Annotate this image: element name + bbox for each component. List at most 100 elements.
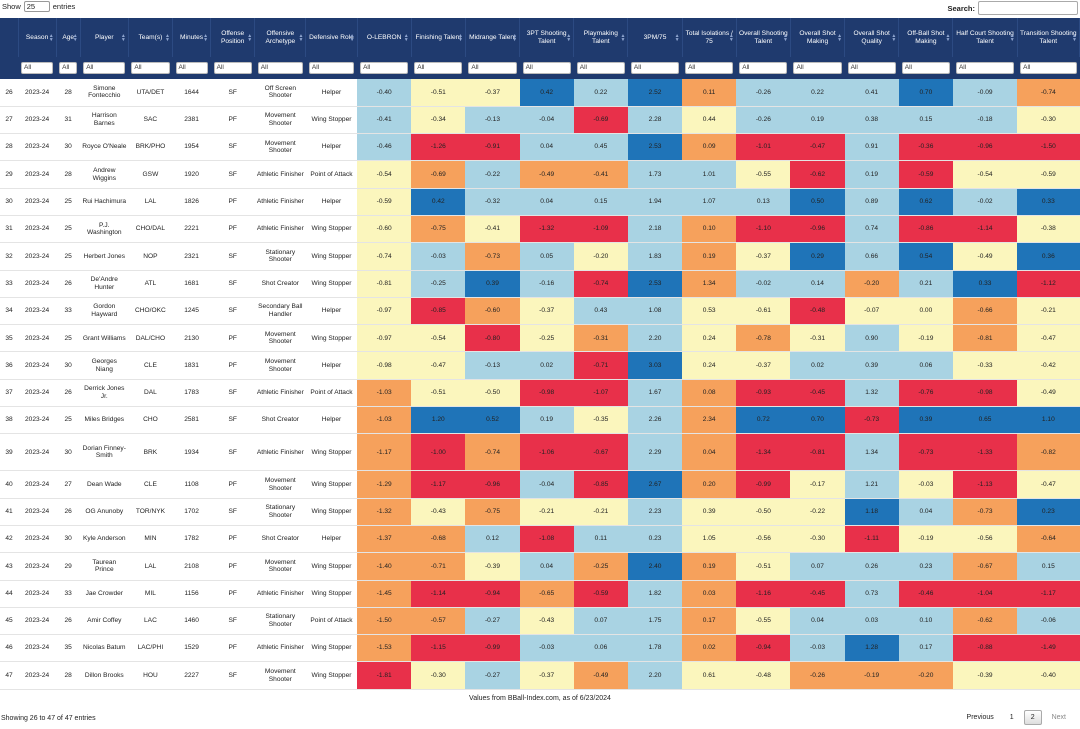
page-2-button[interactable]: 2 xyxy=(1023,710,1042,725)
table-row[interactable]: 26 2023-24 28 Simone Fontecchio UTA/DET 1644 S… xyxy=(0,79,1080,107)
column-header-overall-shot-quality[interactable]: Overall Shot Quality ▲ ▼ xyxy=(844,18,900,57)
cell-stat-total-isolations-75: 0.17 xyxy=(682,607,737,636)
cell-stat-midrange-talent: -0.13 xyxy=(465,106,520,135)
table-row[interactable]: 46 2023-24 35 Nicolas Batum LAC/PHI 1529 PF Ath… xyxy=(0,634,1080,663)
table-row[interactable]: 37 2023-24 26 Derrick Jones Jr. DAL 1783 SF Ath… xyxy=(0,379,1080,408)
table-row[interactable]: 34 2023-24 33 Gordon Hayward CHO/OKC 1245 SF Se… xyxy=(0,297,1080,326)
table-row[interactable]: 42 2023-24 30 Kyle Anderson MIN 1782 PF Shot Cr… xyxy=(0,525,1080,554)
cell-season: 2023-24 xyxy=(18,79,57,107)
table-row[interactable]: 28 2023-24 30 Royce O'Neale BRK/PHO 1954 SF Mov… xyxy=(0,133,1080,162)
column-header-season[interactable]: Season ▲ ▼ xyxy=(18,18,57,57)
cell-pos: SF xyxy=(210,270,255,298)
column-header-transition-shooting-talent[interactable]: Transition Shooting Talent ▲ ▼ xyxy=(1017,18,1080,57)
filter-select-overall-shot-making[interactable]: All xyxy=(793,62,842,74)
cell-stat-transition-shooting-talent: -0.49 xyxy=(1017,379,1080,408)
page-1-button[interactable]: 1 xyxy=(1009,714,1014,721)
cell-stat-finishing-talent: 0.42 xyxy=(411,188,466,216)
cell-stat-overall-shooting-talent: 0.13 xyxy=(736,188,791,216)
cell-stat-playmaking-talent: -0.21 xyxy=(573,498,628,526)
cell-stat-playmaking-talent: -0.71 xyxy=(573,351,628,380)
next-button[interactable]: Next xyxy=(1051,714,1066,721)
column-header-playmaking-talent[interactable]: Playmaking Talent ▲ ▼ xyxy=(573,18,629,57)
cell-age: 26 xyxy=(56,379,81,408)
cell-stat-overall-shot-making: -0.22 xyxy=(790,498,845,526)
filter-select-overall-shot-quality[interactable]: All xyxy=(847,62,896,74)
filter-select-playmaking-talent[interactable]: All xyxy=(576,62,625,74)
cell-idx: 26 xyxy=(0,79,19,107)
table-row[interactable]: 35 2023-24 25 Grant Williams DAL/CHO 2130 PF Mo… xyxy=(0,324,1080,353)
table-row[interactable]: 39 2023-24 30 Dorian Finney-Smith BRK 1934 SF A… xyxy=(0,433,1080,472)
column-header-offensive-archetype[interactable]: Offensive Archetype ▲ ▼ xyxy=(254,18,307,57)
cell-idx: 40 xyxy=(0,470,19,499)
table-row[interactable]: 40 2023-24 27 Dean Wade CLE 1108 PF Movement Sh… xyxy=(0,470,1080,499)
column-header-player[interactable]: Player ▲ ▼ xyxy=(80,18,129,57)
cell-stat-3pt-shooting-talent: 0.42 xyxy=(519,79,574,107)
entries-label: entries xyxy=(52,2,76,11)
cell-season: 2023-24 xyxy=(18,379,57,408)
filter-select-player[interactable]: All xyxy=(83,62,126,74)
column-header-minutes[interactable]: Minutes ▲ ▼ xyxy=(172,18,212,57)
filter-select-age[interactable]: All xyxy=(59,62,78,74)
column-header-total-isolations-75[interactable]: Total Isolations / 75 ▲ ▼ xyxy=(682,18,737,57)
filter-select-3pm-75[interactable]: All xyxy=(630,62,680,74)
filter-select-half-court-shooting-talent[interactable]: All xyxy=(955,62,1015,74)
filter-select-midrange-talent[interactable]: All xyxy=(468,62,517,74)
filter-select-off-ball-shot-making[interactable]: All xyxy=(901,62,950,74)
cell-stat-overall-shot-making: -0.45 xyxy=(790,580,845,608)
cell-stat-overall-shooting-talent: -0.37 xyxy=(736,242,791,271)
column-header-half-court-shooting-talent[interactable]: Half Court Shooting Talent ▲ ▼ xyxy=(952,18,1018,57)
column-header-3pm-75[interactable]: 3PM/75 ▲ ▼ xyxy=(627,18,683,57)
search-input[interactable] xyxy=(978,1,1078,15)
cell-stat-3pm-75: 2.18 xyxy=(627,215,683,244)
cell-pos: PF xyxy=(210,470,255,499)
cell-stat-total-isolations-75: 0.04 xyxy=(682,433,737,472)
table-row[interactable]: 33 2023-24 26 De'Andre Hunter ATL 1681 SF Shot … xyxy=(0,270,1080,298)
cell-role: Helper xyxy=(305,133,358,162)
table-row[interactable]: 41 2023-24 26 OG Anunoby TOR/NYK 1702 SF Statio… xyxy=(0,498,1080,526)
previous-button[interactable]: Previous xyxy=(966,714,994,721)
table-row[interactable]: 47 2023-24 28 Dillon Brooks HOU 2227 SF Movemen… xyxy=(0,661,1080,690)
table-row[interactable]: 27 2023-24 31 Harrison Barnes SAC 2381 PF Movem… xyxy=(0,106,1080,135)
table-row[interactable]: 43 2023-24 29 Taurean Prince LAL 2108 PF Moveme… xyxy=(0,552,1080,581)
cell-pos: SF xyxy=(210,433,255,472)
filter-select-minutes[interactable]: All xyxy=(175,62,208,74)
sort-icon: ▲ ▼ xyxy=(403,32,409,43)
column-header-finishing-talent[interactable]: Finishing Talent ▲ ▼ xyxy=(411,18,466,57)
column-header-offense-position[interactable]: Offense Position ▲ ▼ xyxy=(210,18,256,57)
table-row[interactable]: 29 2023-24 28 Andrew Wiggins GSW 1920 SF Athlet… xyxy=(0,160,1080,189)
cell-stat-playmaking-talent: -0.31 xyxy=(573,324,628,353)
table-row[interactable]: 32 2023-24 25 Herbert Jones NOP 2321 SF Station… xyxy=(0,242,1080,271)
column-header-overall-shot-making[interactable]: Overall Shot Making ▲ ▼ xyxy=(790,18,846,57)
cell-stat-off-ball-shot-making: -0.20 xyxy=(898,661,953,690)
column-header-overall-shooting-talent[interactable]: Overall Shooting Talent ▲ ▼ xyxy=(736,18,791,57)
page-size-select[interactable]: 25 xyxy=(23,1,50,12)
filter-select-defensive-role[interactable]: All xyxy=(308,62,355,74)
cell-stat-playmaking-talent: -0.25 xyxy=(573,552,628,581)
pagination: Previous 1 2 Next xyxy=(961,710,1072,725)
cell-stat-o-lebron: -0.46 xyxy=(357,133,412,162)
table-row[interactable]: 44 2023-24 33 Jae Crowder MIL 1156 PF Athletic … xyxy=(0,580,1080,608)
filter-select-3pt-shooting-talent[interactable]: All xyxy=(522,62,571,74)
filter-select-total-isolations-75[interactable]: All xyxy=(685,62,734,74)
table-row[interactable]: 31 2023-24 25 P.J. Washington CHO/DAL 2221 PF A… xyxy=(0,215,1080,244)
table-row[interactable]: 36 2023-24 30 Georges Niang CLE 1831 PF Movemen… xyxy=(0,351,1080,380)
column-header-age[interactable]: Age ▲ ▼ xyxy=(56,18,81,57)
table-row[interactable]: 45 2023-24 26 Amir Coffey LAC 1460 SF Stationar… xyxy=(0,607,1080,636)
filter-select-finishing-talent[interactable]: All xyxy=(414,62,463,74)
filter-select-transition-shooting-talent[interactable]: All xyxy=(1020,62,1077,74)
column-header-3pt-shooting-talent[interactable]: 3PT Shooting Talent ▲ ▼ xyxy=(519,18,575,57)
column-header-team-s[interactable]: Team(s) ▲ ▼ xyxy=(128,18,174,57)
column-header-o-lebron[interactable]: O-LEBRON ▲ ▼ xyxy=(357,18,412,57)
table-row[interactable]: 30 2023-24 25 Rui Hachimura LAL 1826 PF Athleti… xyxy=(0,188,1080,216)
filter-select-season[interactable]: All xyxy=(21,62,54,74)
filter-select-o-lebron[interactable]: All xyxy=(360,62,409,74)
cell-stat-overall-shot-quality: 0.26 xyxy=(844,552,899,581)
column-header-midrange-talent[interactable]: Midrange Talent ▲ ▼ xyxy=(465,18,521,57)
table-row[interactable]: 38 2023-24 25 Miles Bridges CHO 2581 SF Shot Cr… xyxy=(0,406,1080,435)
filter-select-overall-shooting-talent[interactable]: All xyxy=(739,62,788,74)
filter-select-team-s[interactable]: All xyxy=(131,62,170,74)
filter-select-offense-position[interactable]: All xyxy=(213,62,252,74)
column-header-off-ball-shot-making[interactable]: Off-Ball Shot Making ▲ ▼ xyxy=(898,18,954,57)
column-header-defensive-role[interactable]: Defensive Role ▲ ▼ xyxy=(305,18,358,57)
filter-select-offensive-archetype[interactable]: All xyxy=(257,62,303,74)
